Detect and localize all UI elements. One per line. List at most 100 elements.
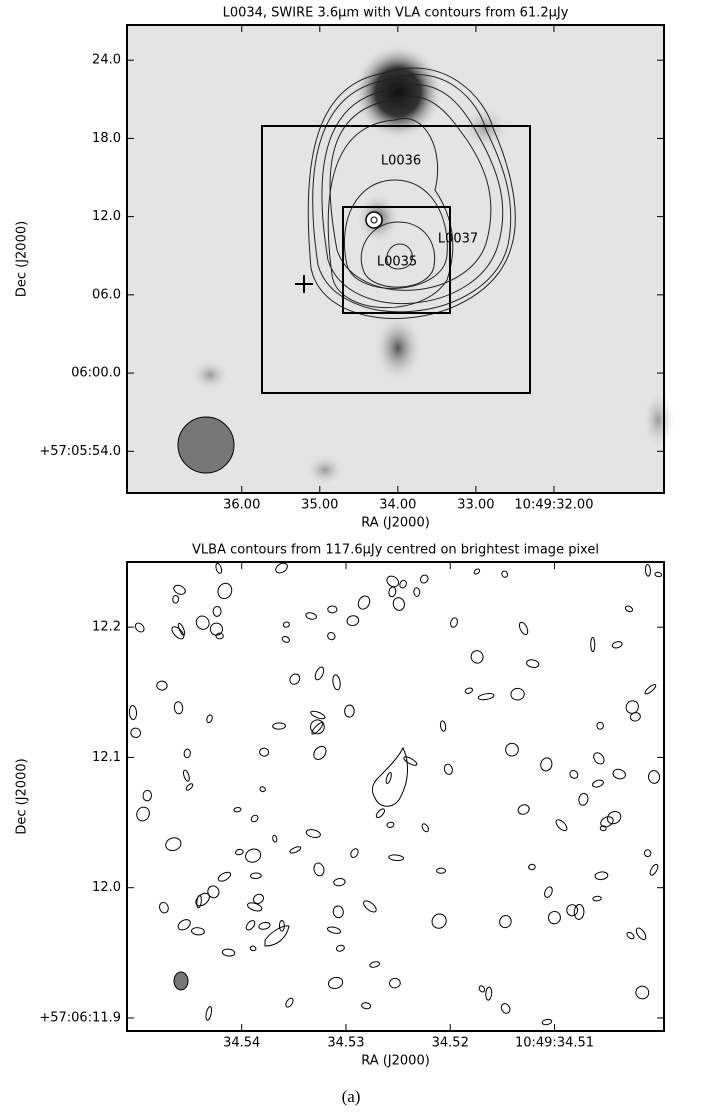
contour bbox=[592, 895, 602, 902]
contour bbox=[215, 562, 223, 574]
contour bbox=[591, 779, 604, 788]
contour bbox=[217, 871, 232, 882]
contour bbox=[505, 742, 519, 757]
contour bbox=[399, 579, 407, 589]
plot-frame bbox=[126, 561, 665, 1032]
contour bbox=[212, 605, 222, 617]
contour bbox=[403, 756, 418, 766]
x-tick-label: 34.53 bbox=[327, 1036, 364, 1051]
contour bbox=[190, 927, 205, 936]
contour bbox=[357, 595, 371, 610]
contour bbox=[626, 931, 635, 940]
y-tick-label: +57:06:11.9 bbox=[39, 1010, 121, 1025]
contour bbox=[606, 811, 622, 825]
contour bbox=[128, 705, 138, 721]
contour bbox=[281, 636, 290, 643]
contour bbox=[171, 626, 185, 640]
y-tick-label: 12.0 bbox=[92, 209, 121, 224]
chart-title: L0034, SWIRE 3.6μm with VLA contours fro… bbox=[223, 6, 569, 21]
contour bbox=[547, 911, 561, 925]
contour bbox=[344, 704, 355, 718]
contour bbox=[136, 806, 150, 822]
contour bbox=[285, 997, 294, 1008]
contour bbox=[206, 714, 213, 724]
contour bbox=[217, 582, 233, 600]
y-tick-label: 12.0 bbox=[92, 880, 121, 895]
contour bbox=[518, 621, 529, 636]
panel-image bbox=[127, 25, 674, 991]
contour bbox=[635, 927, 647, 941]
contour bbox=[326, 926, 342, 934]
contour bbox=[649, 863, 659, 876]
contour bbox=[385, 772, 392, 784]
contour bbox=[235, 848, 244, 856]
contour bbox=[350, 848, 359, 858]
contour bbox=[313, 745, 327, 760]
contour bbox=[233, 807, 242, 813]
contour bbox=[431, 913, 447, 929]
contour bbox=[599, 825, 607, 832]
contour bbox=[215, 632, 224, 640]
contour bbox=[305, 829, 321, 839]
contour bbox=[165, 837, 182, 852]
x-tick-label: 34.54 bbox=[223, 1036, 260, 1051]
contour bbox=[172, 594, 180, 604]
contour bbox=[388, 854, 405, 862]
contour bbox=[333, 877, 346, 887]
contour bbox=[555, 819, 568, 832]
contour bbox=[173, 701, 184, 715]
contour bbox=[310, 710, 326, 720]
contour bbox=[327, 605, 338, 614]
contour bbox=[499, 915, 512, 929]
plot-frame bbox=[126, 24, 665, 494]
contour bbox=[654, 571, 663, 578]
contour bbox=[289, 846, 302, 854]
contour bbox=[644, 564, 651, 577]
contour bbox=[647, 770, 661, 784]
contour bbox=[635, 985, 650, 1000]
contour bbox=[272, 834, 278, 843]
contour bbox=[259, 786, 266, 793]
x-tick-label: 36.00 bbox=[223, 498, 260, 513]
contour bbox=[313, 862, 325, 877]
contour bbox=[245, 848, 262, 863]
contour bbox=[183, 748, 191, 759]
contour bbox=[473, 568, 481, 575]
contour bbox=[310, 719, 325, 735]
contour bbox=[182, 769, 190, 782]
contour bbox=[250, 872, 262, 880]
vlba-contours bbox=[128, 562, 663, 1026]
contour bbox=[485, 986, 493, 1001]
contour bbox=[250, 814, 259, 823]
contour bbox=[142, 789, 152, 802]
contour bbox=[252, 893, 264, 904]
x-tick-label: 34.52 bbox=[432, 1036, 469, 1051]
contour bbox=[439, 720, 447, 732]
contour bbox=[159, 901, 169, 914]
contour bbox=[569, 770, 579, 779]
contour bbox=[541, 1018, 553, 1026]
x-tick-label: 10:49:32.00 bbox=[514, 498, 593, 513]
y-tick-label: +57:05:54.0 bbox=[39, 444, 121, 459]
contour bbox=[361, 1002, 372, 1010]
contour bbox=[205, 1006, 213, 1021]
x-tick-label: 34.00 bbox=[379, 498, 416, 513]
contour bbox=[221, 948, 236, 957]
contour bbox=[464, 687, 473, 694]
contour bbox=[278, 920, 285, 932]
contour bbox=[375, 808, 385, 819]
contour bbox=[177, 622, 186, 636]
contour bbox=[526, 659, 540, 668]
contour bbox=[289, 673, 301, 685]
contour bbox=[590, 637, 596, 653]
contour bbox=[363, 900, 377, 913]
contour bbox=[282, 621, 290, 628]
contour bbox=[566, 904, 579, 917]
contour bbox=[335, 944, 345, 952]
contour bbox=[386, 575, 400, 588]
contour bbox=[173, 584, 186, 595]
contour bbox=[272, 722, 286, 730]
contour bbox=[156, 680, 168, 691]
contour bbox=[275, 562, 288, 574]
contour bbox=[207, 885, 220, 899]
